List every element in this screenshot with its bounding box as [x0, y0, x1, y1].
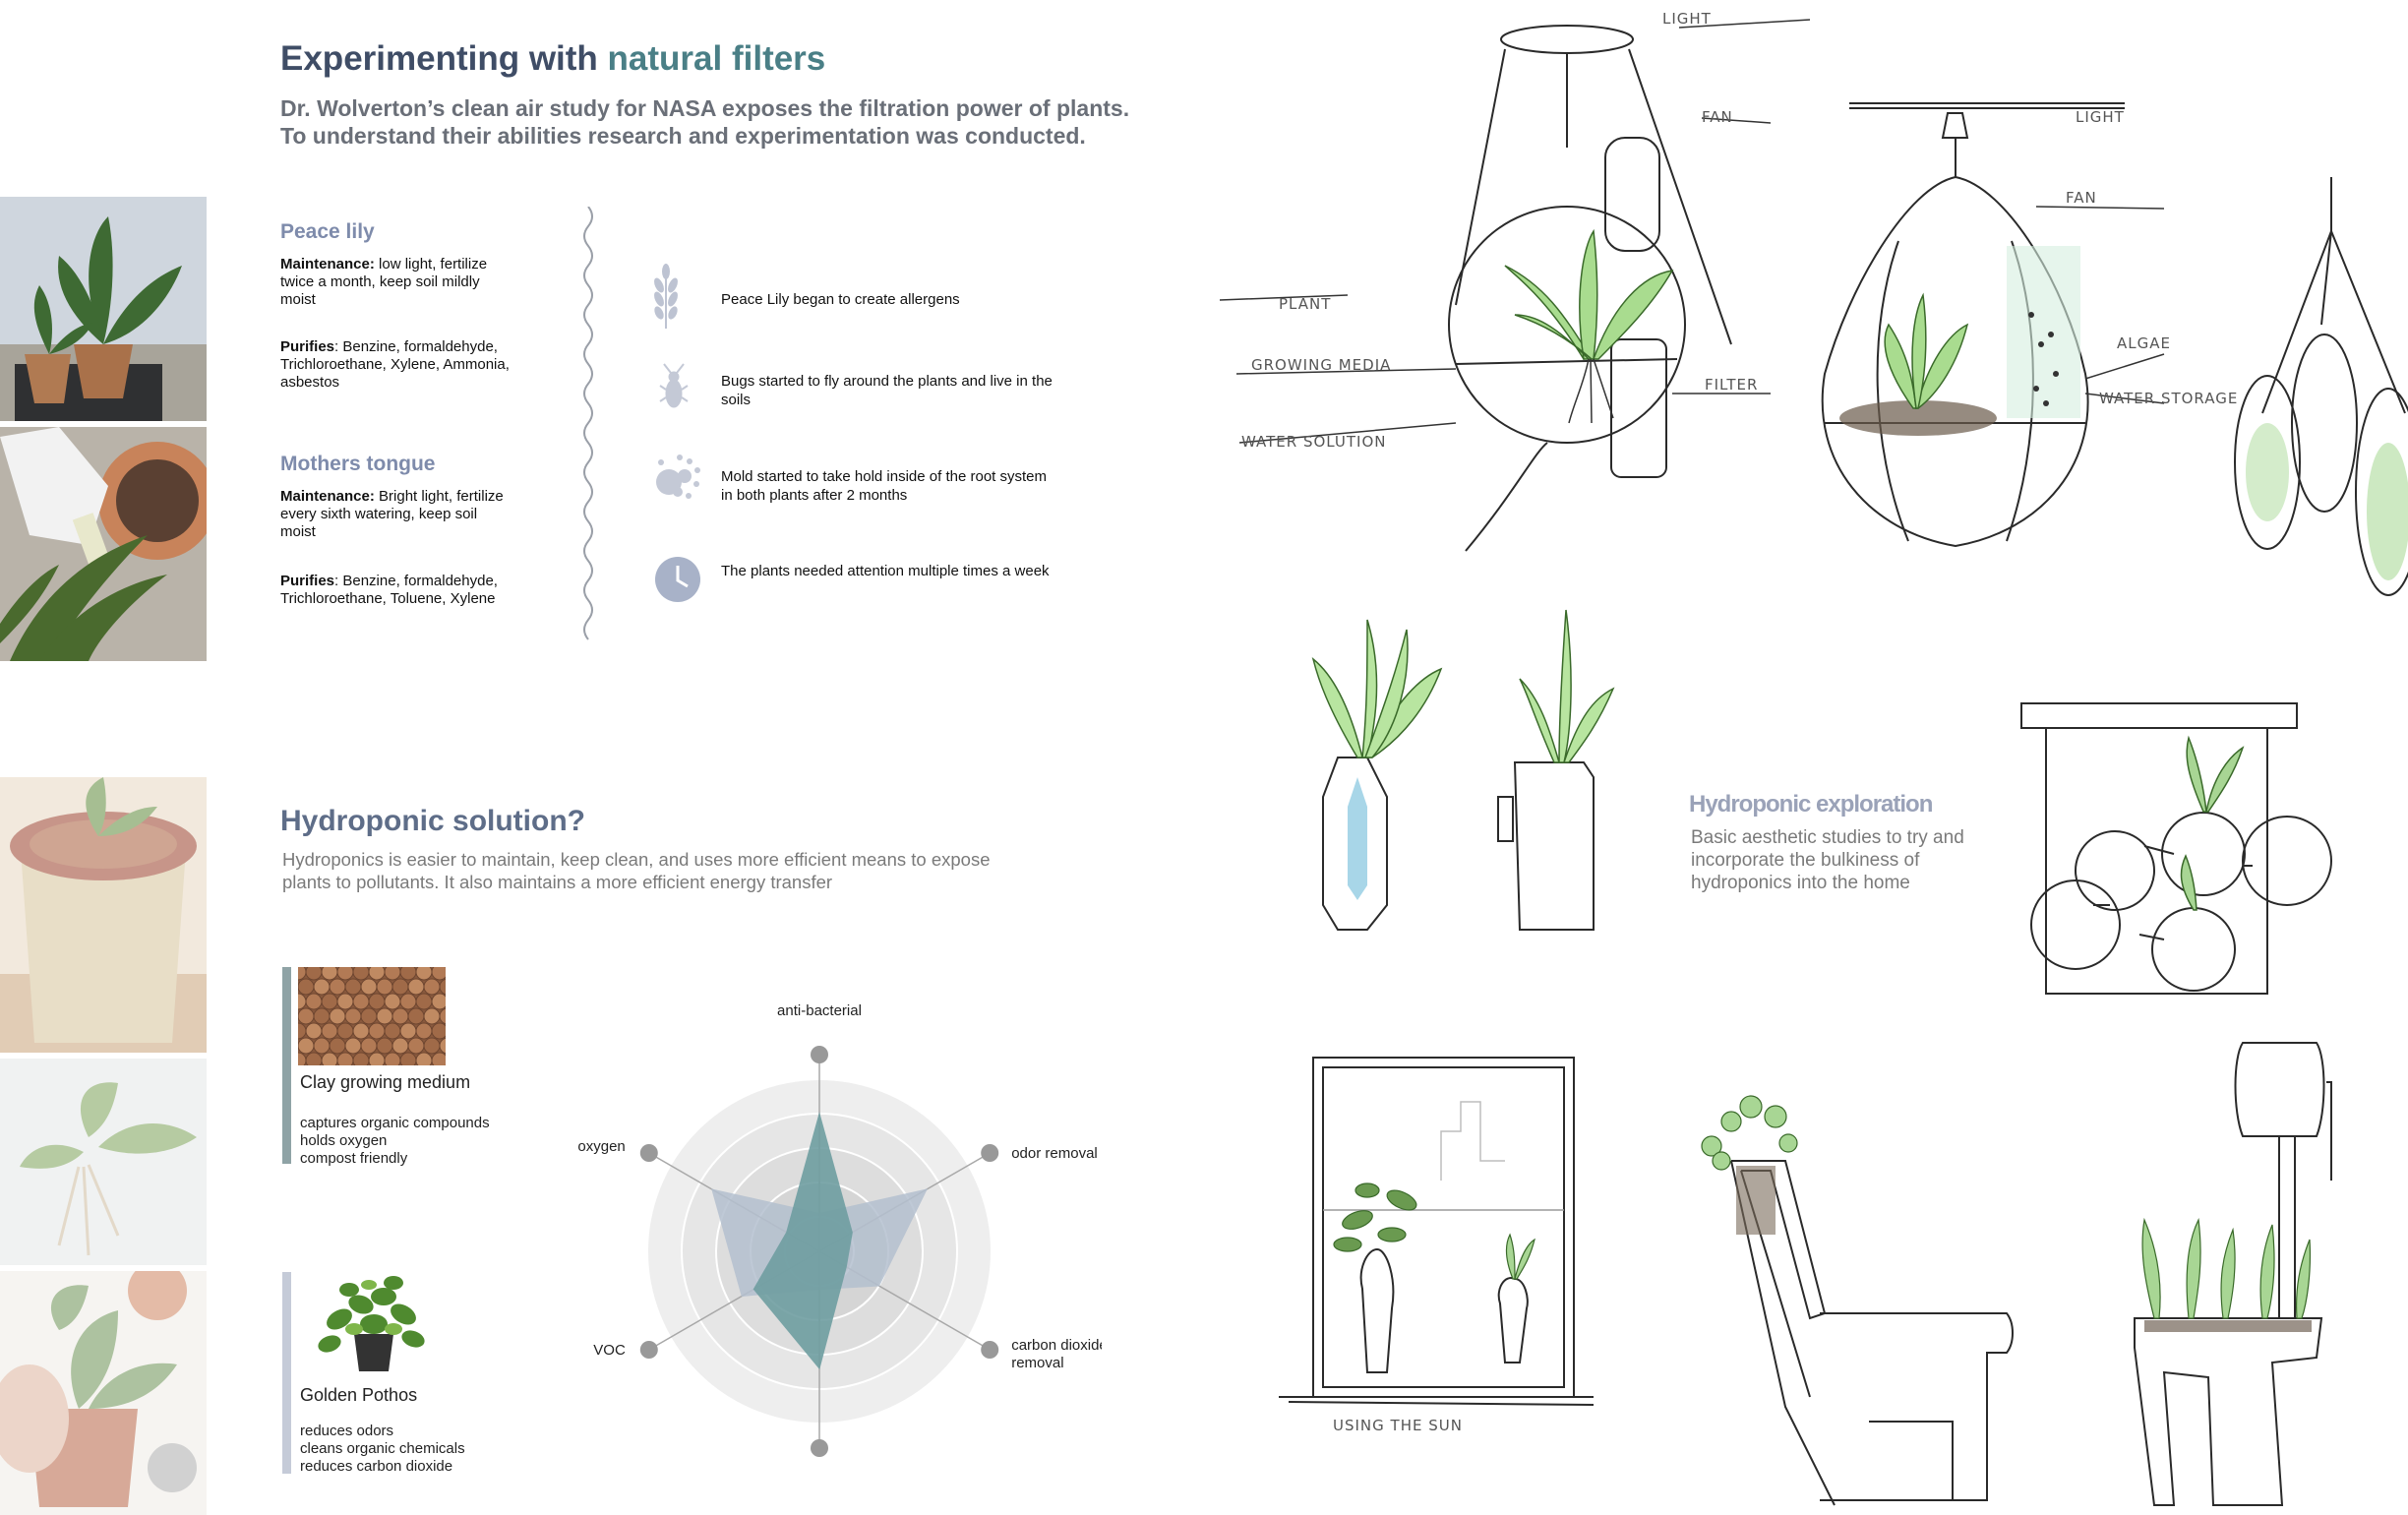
page-title-accent: natural filters — [607, 39, 826, 78]
radar-axis-dot — [639, 1341, 658, 1359]
peace-lily-photo — [0, 197, 207, 421]
clay-medium-title: Clay growing medium — [300, 1072, 471, 1092]
radar-axis-dot — [811, 1439, 828, 1457]
pothos-roots-photo — [0, 1059, 207, 1265]
observation-3: Mold started to take hold inside of the … — [721, 468, 1048, 504]
wheat-icon — [651, 264, 681, 333]
radar-axis-dot — [811, 1046, 828, 1063]
maintenance-label: Maintenance: — [280, 256, 375, 273]
wavy-divider — [583, 207, 593, 640]
maintenance-text: low light, fertilize twice a month, keep… — [280, 256, 488, 308]
pothos-detail-line: reduces carbon dioxide — [300, 1458, 453, 1475]
clock-icon — [654, 556, 701, 608]
maintenance-label: Maintenance: — [280, 488, 375, 505]
clay-detail-line: captures organic compounds — [300, 1115, 490, 1131]
page-title: Experimenting with natural filters — [280, 39, 825, 79]
radar-axis-dot — [639, 1144, 658, 1162]
bug-icon — [659, 362, 689, 418]
pothos-pot-photo — [0, 1271, 207, 1515]
hydroponic-title: Hydroponic solution? — [280, 805, 585, 837]
pothos-title: Golden Pothos — [300, 1385, 418, 1405]
mothers-tongue-purifies: Purifies: Benzine, formaldehyde, Trichlo… — [280, 573, 516, 608]
subtitle-line-1: Dr. Wolverton’s clean air study for NASA… — [280, 95, 1130, 121]
mold-icon — [649, 453, 702, 507]
radar-axis-label: VOC — [593, 1342, 626, 1359]
pothos-details: reduces odors cleans organic chemicals r… — [300, 1423, 465, 1476]
sketches-title: Hydroponic exploration — [1689, 791, 1933, 818]
purifies-text: : Benzine, formaldehyde, Trichloroethane… — [280, 573, 498, 607]
mothers-tongue-photo — [0, 427, 207, 661]
hydroponic-sketches — [1220, 19, 2408, 1506]
purifies-label: Purifies — [280, 338, 335, 355]
radar-series-2 — [752, 1112, 853, 1370]
sketch-label-using-the-sun: USING THE SUN — [1333, 1417, 1463, 1434]
sketch-label-algae: ALGAE — [2117, 334, 2171, 352]
mothers-tongue-title: Mothers tongue — [280, 453, 436, 475]
radar-chart: anti-bacterial odor removal carbon dioxide… — [577, 1002, 1102, 1457]
sketch-label-light-2: LIGHT — [2076, 108, 2125, 126]
peace-lily-maintenance: Maintenance: low light, fertilize twice … — [280, 256, 516, 309]
radar-axis-label: odor removal — [1011, 1145, 1098, 1162]
sketch-label-water-solution: WATER SOLUTION — [1241, 433, 1387, 451]
purifies-text: : Benzine, formaldehyde, Trichloroethane… — [280, 338, 510, 391]
radar-axis-label: anti-bacterial — [777, 1002, 862, 1019]
maintenance-text: Bright light, fertilize every sixth wate… — [280, 488, 504, 540]
clay-accent-bar — [282, 967, 291, 1164]
sketch-label-fan: FAN — [1702, 108, 1733, 126]
purifies-label: Purifies — [280, 573, 335, 589]
hydroponic-description: Hydroponics is easier to maintain, keep … — [282, 849, 991, 892]
sketch-label-filter: FILTER — [1705, 376, 1759, 394]
sketch-label-fan-2: FAN — [2066, 189, 2097, 207]
observation-4: The plants needed attention multiple tim… — [721, 563, 1050, 579]
subtitle-line-2: To understand their abilities research a… — [280, 123, 1086, 149]
sketches-description: Basic aesthetic studies to try and incor… — [1691, 827, 1964, 893]
clay-medium-details: captures organic compounds holds oxygen … — [300, 1115, 490, 1168]
hydroponic-bucket-photo — [0, 777, 207, 1053]
clay-detail-line: compost friendly — [300, 1150, 408, 1167]
page-title-part1: Experimenting with — [280, 39, 608, 78]
pothos-accent-bar — [282, 1272, 291, 1474]
radar-axis-label: oxygen — [577, 1138, 625, 1155]
clay-pebbles-image — [289, 963, 456, 1069]
sketch-label-light: LIGHT — [1662, 10, 1712, 28]
pothos-plant-image — [310, 1275, 433, 1378]
peace-lily-title: Peace lily — [280, 220, 375, 243]
sketch-label-growing-media: GROWING MEDIA — [1251, 356, 1392, 374]
sketch-label-plant: PLANT — [1279, 295, 1332, 313]
sketch-label-water-storage: WATER STORAGE — [2099, 390, 2239, 407]
radar-axis-label: carbon dioxide removal — [1011, 1337, 1102, 1371]
radar-axis-dot — [981, 1144, 999, 1162]
pothos-detail-line: reduces odors — [300, 1423, 394, 1439]
radar-axis-dot — [981, 1341, 999, 1359]
observation-1: Peace Lily began to create allergens — [721, 291, 960, 308]
clay-detail-line: holds oxygen — [300, 1132, 388, 1149]
pothos-detail-line: cleans organic chemicals — [300, 1440, 465, 1457]
peace-lily-purifies: Purifies: Benzine, formaldehyde, Trichlo… — [280, 338, 516, 392]
observation-2: Bugs started to fly around the plants an… — [721, 373, 1053, 408]
page-subtitle: Dr. Wolverton’s clean air study for NASA… — [280, 94, 1129, 150]
mothers-tongue-maintenance: Maintenance: Bright light, fertilize eve… — [280, 488, 516, 541]
